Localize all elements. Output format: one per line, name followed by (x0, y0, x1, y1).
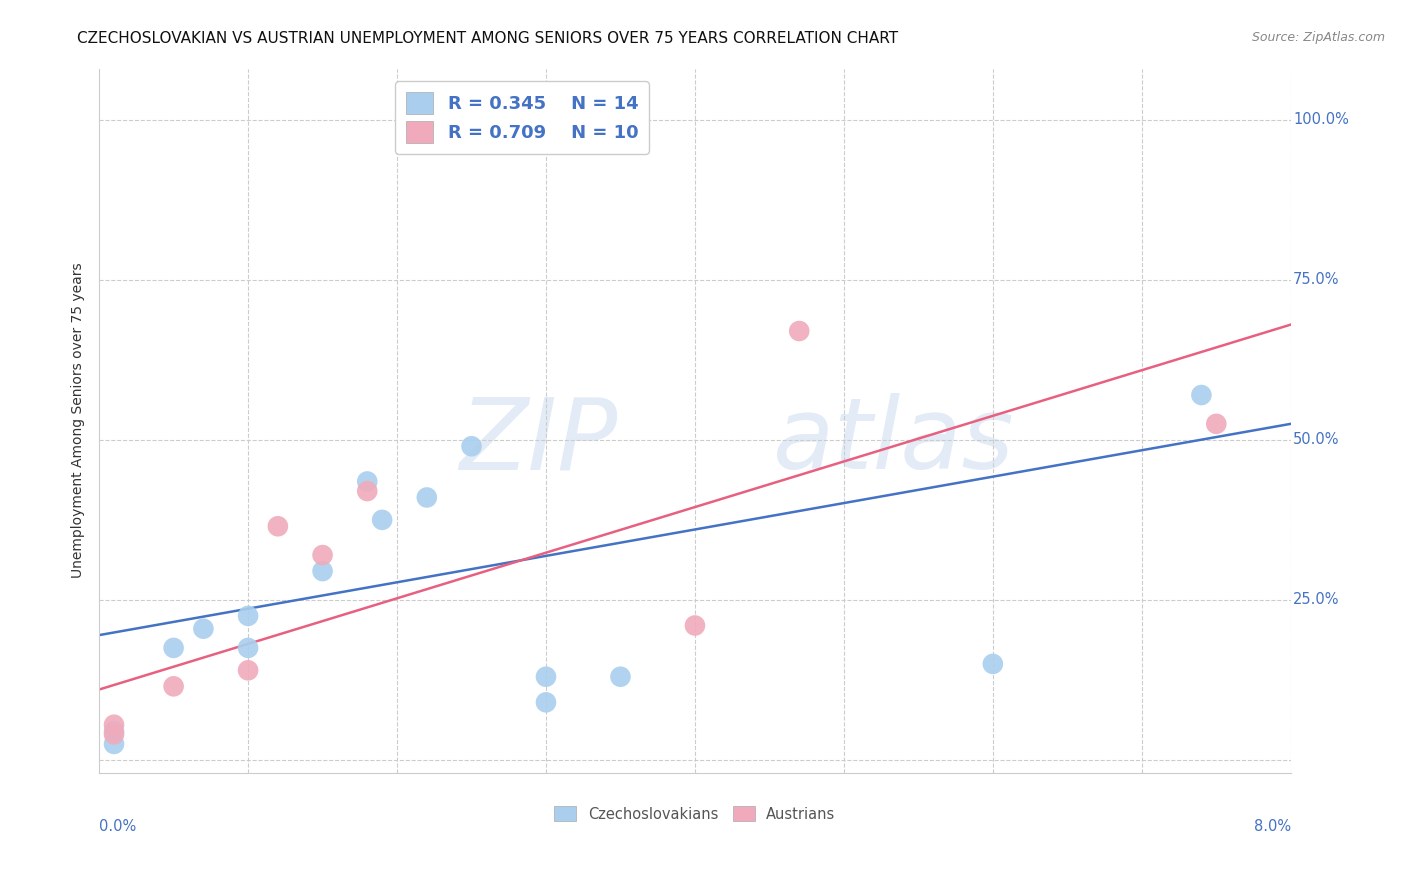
Point (103, 737, 125, 751)
Text: atlas: atlas (772, 393, 1014, 491)
Legend: Czechoslovakians, Austrians: Czechoslovakians, Austrians (548, 800, 841, 828)
Point (236, 640, 259, 655)
Point (267, 519, 290, 533)
Point (981, 657, 1004, 671)
Point (787, 324, 810, 338)
Text: 0.0%: 0.0% (100, 819, 136, 833)
Point (534, 670, 557, 684)
Point (609, 670, 631, 684)
Point (193, 622, 215, 636)
Point (460, 439, 482, 453)
Point (103, 727, 125, 741)
Point (311, 548, 333, 562)
Point (371, 513, 394, 527)
Text: 25.0%: 25.0% (1294, 592, 1340, 607)
Point (311, 564, 333, 578)
Point (162, 640, 184, 655)
Point (1189, 388, 1212, 402)
Point (356, 475, 378, 489)
Point (103, 724, 125, 739)
Point (683, 618, 706, 632)
Text: 50.0%: 50.0% (1294, 433, 1340, 448)
Point (162, 679, 184, 693)
Point (534, 695, 557, 709)
Point (236, 608, 259, 623)
Text: 100.0%: 100.0% (1294, 112, 1348, 128)
Point (236, 663, 259, 677)
Point (416, 491, 439, 505)
Point (103, 717, 125, 731)
Text: 75.0%: 75.0% (1294, 272, 1340, 287)
Point (1205, 417, 1227, 431)
Text: Source: ZipAtlas.com: Source: ZipAtlas.com (1251, 31, 1385, 45)
Text: ZIP: ZIP (460, 393, 617, 491)
Point (356, 484, 378, 499)
Y-axis label: Unemployment Among Seniors over 75 years: Unemployment Among Seniors over 75 years (72, 263, 86, 578)
Text: CZECHOSLOVAKIAN VS AUSTRIAN UNEMPLOYMENT AMONG SENIORS OVER 75 YEARS CORRELATION: CZECHOSLOVAKIAN VS AUSTRIAN UNEMPLOYMENT… (77, 31, 898, 46)
Text: 8.0%: 8.0% (1254, 819, 1291, 833)
Point (401, 132, 423, 146)
